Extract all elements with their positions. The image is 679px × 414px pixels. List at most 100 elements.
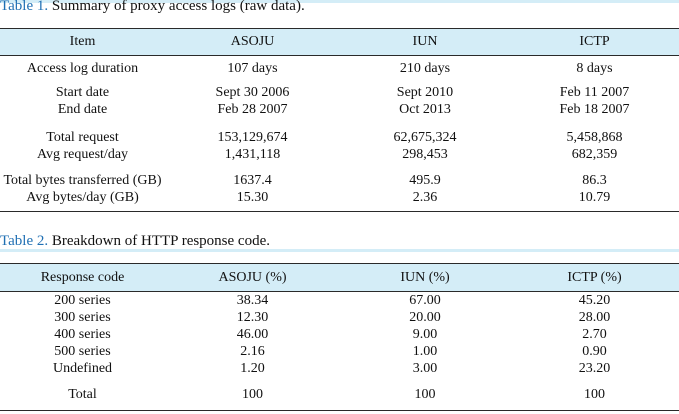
table1-cell: Sept 2010 Oct 2013 bbox=[340, 84, 510, 129]
table2-caption-label: Table 2. bbox=[0, 233, 49, 249]
table1-value: 10.79 bbox=[578, 190, 611, 205]
table1-value: 8 days bbox=[576, 61, 613, 76]
table2-value: 45.20 bbox=[578, 293, 611, 308]
table2-cell: 38.34 12.30 46.00 2.16 1.20 bbox=[165, 292, 340, 387]
table1-item-label: Total bytes transferred (GB) bbox=[3, 173, 162, 188]
table1-value: Feb 18 2007 bbox=[559, 102, 630, 117]
table1-cell: Start date End date bbox=[0, 84, 165, 129]
table1-cell: Access log duration bbox=[0, 56, 165, 85]
table2-cell: 200 series 300 series 400 series 500 ser… bbox=[0, 292, 165, 387]
table2-header-code: Response code bbox=[0, 263, 165, 292]
table2-value: 9.00 bbox=[412, 327, 438, 342]
table1: Item ASOJU IUN ICTP Access log duration … bbox=[0, 28, 679, 212]
table1-value: 210 days bbox=[399, 61, 451, 76]
table1-header-asoju: ASOJU bbox=[165, 28, 340, 56]
table-row: Access log duration 107 days 210 days 8 … bbox=[0, 56, 679, 85]
table2-cell: 45.20 28.00 2.70 0.90 23.20 bbox=[510, 292, 679, 387]
table1-header-row: Item ASOJU IUN ICTP bbox=[0, 28, 679, 56]
table1-value: 2.36 bbox=[412, 190, 438, 205]
table1-cell: Sept 30 2006 Feb 28 2007 bbox=[165, 84, 340, 129]
table2-caption: Table 2. Breakdown of HTTP response code… bbox=[0, 232, 270, 250]
table1-value: 86.3 bbox=[582, 173, 607, 188]
table2-value: 100 bbox=[414, 387, 436, 402]
table1-value: 682,359 bbox=[571, 147, 618, 162]
table1-cell: Total request Avg request/day bbox=[0, 129, 165, 172]
table2-value: 2.70 bbox=[582, 327, 607, 342]
table2-caption-text: Breakdown of HTTP response code. bbox=[48, 233, 270, 249]
table1-value: 153,129,674 bbox=[217, 130, 288, 145]
table1-cell: 210 days bbox=[340, 56, 510, 85]
table1-caption: Table 1. Summary of proxy access logs (r… bbox=[0, 0, 305, 15]
table1-value: 1637.4 bbox=[233, 173, 272, 188]
table1-value: Feb 11 2007 bbox=[559, 85, 630, 100]
table1-cell: Feb 11 2007 Feb 18 2007 bbox=[510, 84, 679, 129]
table2-code-label: 500 series bbox=[54, 344, 111, 359]
table2-code-label: 400 series bbox=[54, 327, 111, 342]
table1-item-label: Avg request/day bbox=[36, 147, 129, 162]
table-row: 200 series 300 series 400 series 500 ser… bbox=[0, 292, 679, 387]
table1-cell: Total bytes transferred (GB) Avg bytes/d… bbox=[0, 172, 165, 212]
table1-value: Oct 2013 bbox=[399, 102, 451, 117]
table1-value: Sept 2010 bbox=[396, 85, 454, 100]
table2-value: 67.00 bbox=[409, 293, 441, 308]
table2-value: 100 bbox=[584, 387, 605, 402]
table2-value: 1.00 bbox=[412, 344, 438, 359]
table1-cell: 495.9 2.36 bbox=[340, 172, 510, 212]
table1-value: 298,453 bbox=[402, 147, 448, 162]
table2-value: 0.90 bbox=[582, 344, 607, 359]
table1-cell: 153,129,674 1,431,118 bbox=[165, 129, 340, 172]
table1-cell: 1637.4 15.30 bbox=[165, 172, 340, 212]
table2-code-label: Undefined bbox=[52, 361, 113, 376]
table2-code-label: 200 series bbox=[54, 293, 111, 308]
table2-value: 2.16 bbox=[240, 344, 265, 359]
table1-caption-band bbox=[0, 0, 679, 3]
table1-header-iun: IUN bbox=[340, 28, 510, 56]
table-row: Start date End date Sept 30 2006 Feb 28 … bbox=[0, 84, 679, 129]
table1-cell: 107 days bbox=[165, 56, 340, 85]
table1-value: 15.30 bbox=[236, 190, 269, 205]
table1-value: Sept 30 2006 bbox=[215, 85, 290, 100]
table1-value: Feb 28 2007 bbox=[217, 102, 288, 117]
table2-header-ictp: ICTP (%) bbox=[510, 263, 679, 292]
table1-item-label: Total request bbox=[46, 130, 119, 145]
table1-value: 107 days bbox=[227, 61, 278, 76]
table1-item-label: Start date bbox=[55, 85, 110, 100]
table1-header-item: Item bbox=[0, 28, 165, 56]
table2-cell: 67.00 20.00 9.00 1.00 3.00 bbox=[340, 292, 510, 387]
table2-cell: 100 bbox=[340, 386, 510, 411]
table2-cell: Total bbox=[0, 386, 165, 411]
table2-header-asoju: ASOJU (%) bbox=[165, 263, 340, 292]
table2-value: 46.00 bbox=[236, 327, 269, 342]
table1-value: 5,458,868 bbox=[566, 130, 623, 145]
table2-value: 20.00 bbox=[409, 310, 441, 325]
table2-value: 38.34 bbox=[236, 293, 269, 308]
table1-cell: 8 days bbox=[510, 56, 679, 85]
table2-cell: 100 bbox=[165, 386, 340, 411]
table1-item-label: Access log duration bbox=[26, 61, 139, 76]
table-row: Total request Avg request/day 153,129,67… bbox=[0, 129, 679, 172]
table1-value: 62,675,324 bbox=[393, 130, 457, 145]
table2-value: 100 bbox=[242, 387, 263, 402]
table2-header-iun: IUN (%) bbox=[340, 263, 510, 292]
table2-value: 28.00 bbox=[578, 310, 611, 325]
table2-code-label: 300 series bbox=[54, 310, 111, 325]
table2-value: 1.20 bbox=[240, 361, 265, 376]
table1-cell: 5,458,868 682,359 bbox=[510, 129, 679, 172]
table1-caption-label: Table 1. bbox=[0, 0, 49, 14]
table1-value: 1,431,118 bbox=[224, 147, 281, 162]
table1-item-label: Avg bytes/day (GB) bbox=[26, 190, 139, 205]
table-row: Total bytes transferred (GB) Avg bytes/d… bbox=[0, 172, 679, 212]
table2-value: 12.30 bbox=[236, 310, 269, 325]
table1-cell: 86.3 10.79 bbox=[510, 172, 679, 212]
table2: Response code ASOJU (%) IUN (%) ICTP (%)… bbox=[0, 263, 679, 411]
table2-caption-band bbox=[0, 249, 679, 252]
table2-cell: 100 bbox=[510, 386, 679, 411]
table1-caption-text: Summary of proxy access logs (raw data). bbox=[48, 0, 305, 14]
table2-value: 23.20 bbox=[578, 361, 611, 376]
table2-code-label: Total bbox=[68, 387, 97, 402]
table-row: Total 100 100 100 bbox=[0, 386, 679, 411]
table1-cell: 62,675,324 298,453 bbox=[340, 129, 510, 172]
table1-item-label: End date bbox=[57, 102, 108, 117]
table1-header-ictp: ICTP bbox=[510, 28, 679, 56]
table2-header-row: Response code ASOJU (%) IUN (%) ICTP (%) bbox=[0, 263, 679, 292]
